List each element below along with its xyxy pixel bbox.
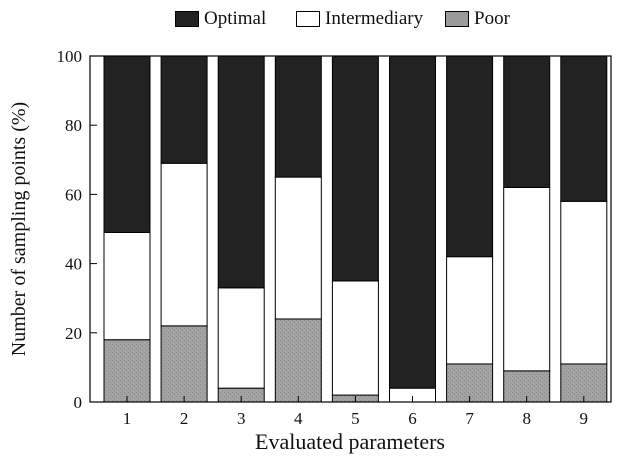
x-tick-label-9: 9 [580,409,589,428]
bar-intermediary-9 [560,200,608,365]
y-tick-label-80: 80 [65,116,82,135]
x-tick-label-7: 7 [465,409,474,428]
bar-poor-2 [160,325,208,403]
y-tick-label-0: 0 [74,393,83,412]
bars-group [103,55,608,403]
bar-intermediary-4 [274,176,322,320]
legend-item-optimal: Optimal [175,6,266,32]
bar-optimal-2 [160,55,208,164]
bar-intermediary-8 [503,186,551,372]
y-tick-label-60: 60 [65,185,82,204]
x-axis-label: Evaluated parameters [255,429,445,454]
x-tick-label-5: 5 [351,409,360,428]
legend-label-intermediary: Intermediary [325,8,424,29]
x-tick-label-2: 2 [180,409,189,428]
legend-item-intermediary: Intermediary [296,6,423,32]
x-tick-label-3: 3 [237,409,246,428]
y-tick-label-40: 40 [65,255,82,274]
bar-optimal-8 [503,55,551,188]
plot-frame [89,55,612,403]
legend-swatch-optimal [175,11,199,27]
x-tick-label-8: 8 [522,409,531,428]
bar-intermediary-5 [331,280,379,396]
bar-optimal-6 [389,55,436,389]
legend-label-optimal: Optimal [204,8,267,29]
x-tick-label-4: 4 [294,409,303,428]
bar-intermediary-1 [103,231,151,341]
bar-intermediary-2 [160,162,208,327]
x-axis: 1 2 3 4 5 6 7 8 9 [123,396,588,428]
bar-poor-7 [446,363,494,403]
bar-optimal-3 [217,55,265,289]
x-tick-label-1: 1 [123,409,132,428]
y-tick-label-100: 100 [57,47,83,66]
bar-optimal-1 [103,55,151,233]
x-tick-label-6: 6 [408,409,417,428]
bar-optimal-7 [446,55,494,258]
legend-item-poor: Poor [445,6,510,32]
y-tick-label-20: 20 [65,324,82,343]
bar-intermediary-7 [446,256,494,365]
bar-poor-9 [560,363,608,403]
legend-label-poor: Poor [474,8,510,29]
y-axis-label: Number of sampling points (%) [8,102,30,356]
bar-poor-4 [274,318,322,403]
bar-optimal-4 [274,55,322,178]
bar-poor-1 [103,339,151,403]
bar-optimal-5 [331,55,379,282]
bar-intermediary-3 [217,287,265,389]
y-axis: 0 20 40 60 80 100 [57,47,97,412]
bar-optimal-9 [560,55,608,202]
legend-swatch-intermediary [296,11,320,27]
legend-swatch-poor [445,11,469,27]
legend: Optimal Intermediary Poor [0,6,638,32]
